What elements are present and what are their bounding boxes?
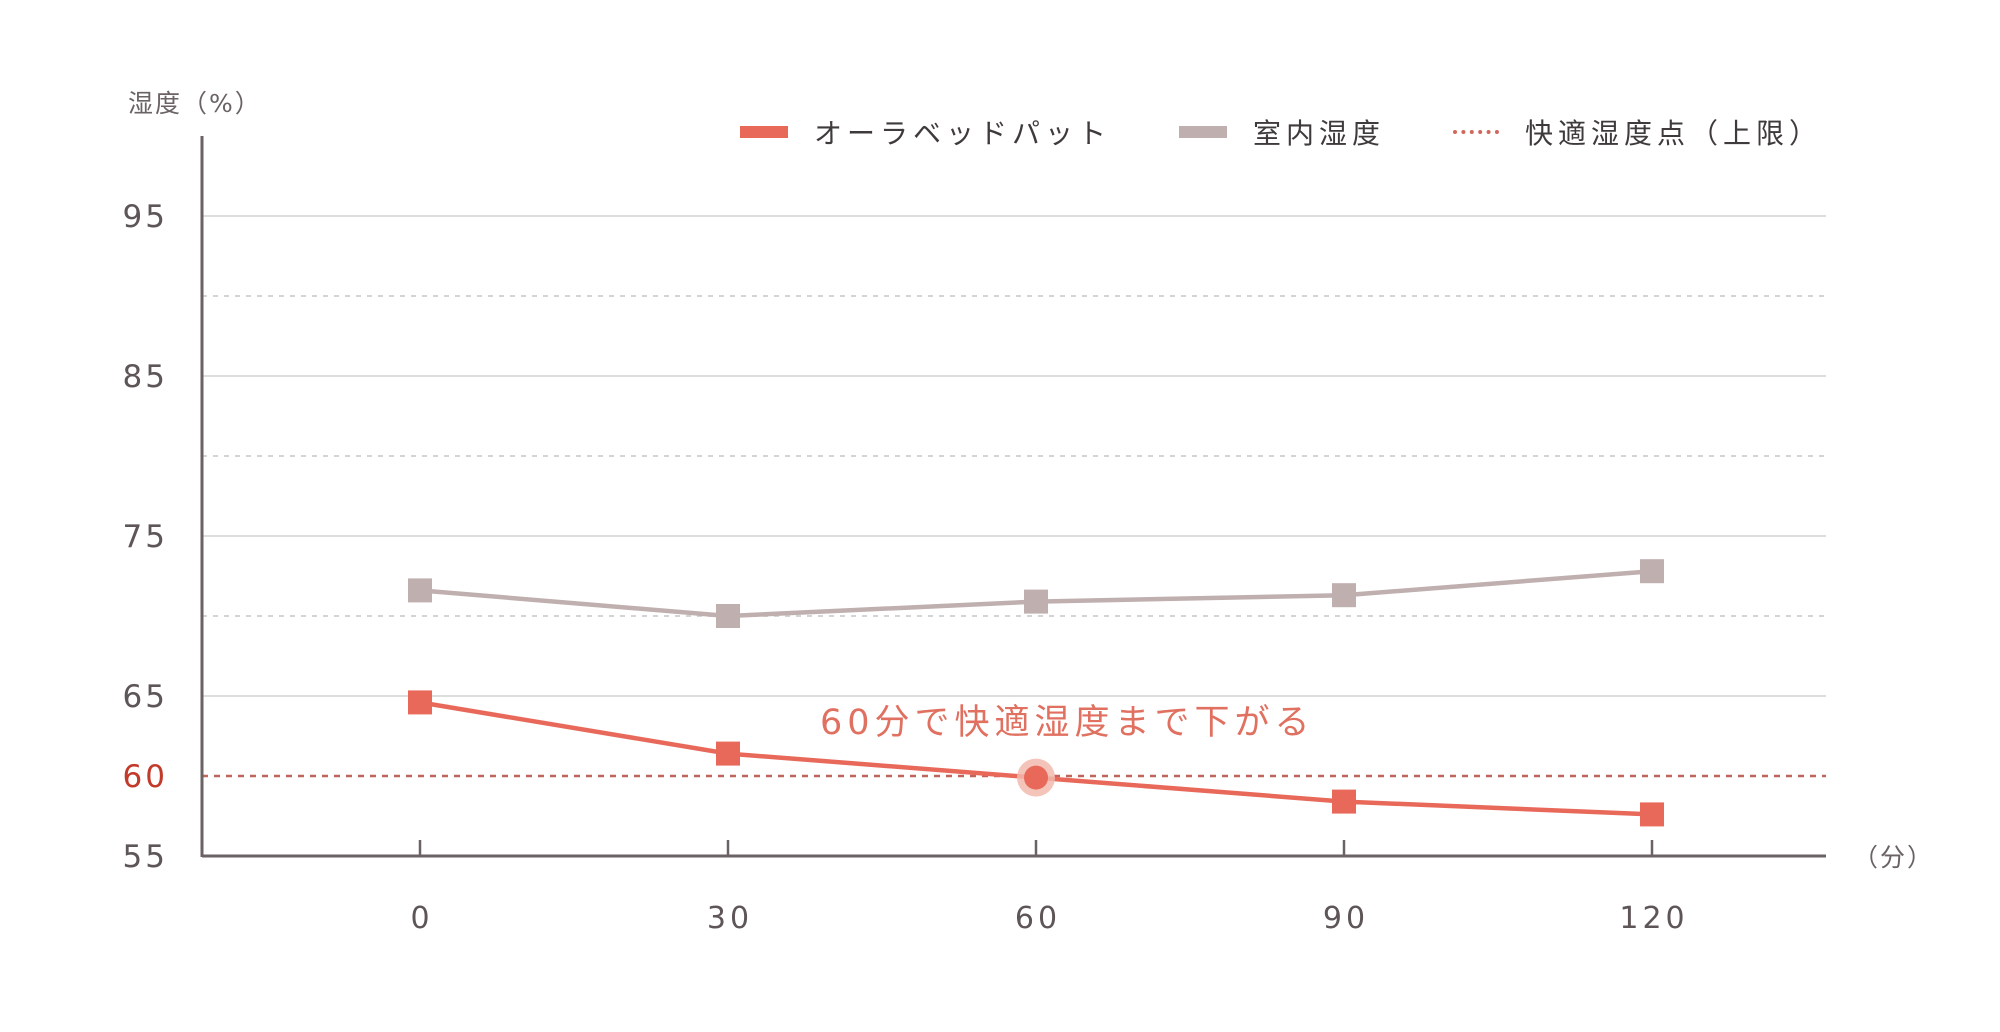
x-tick-label: 120	[1619, 901, 1688, 936]
y-tick-labels: 95 85 75 65 60 55	[123, 199, 168, 875]
x-tick-label: 30	[707, 901, 753, 936]
legend-swatch-aurabed-icon	[740, 126, 788, 138]
data-point-square-marker	[716, 741, 740, 766]
legend-label: 室内湿度	[1253, 117, 1386, 150]
y-tick-label: 55	[123, 839, 168, 875]
legend-item-comfort-upper-limit: 快適湿度点（上限）	[1453, 110, 1822, 154]
y-axis-title: 湿度（%）	[128, 89, 262, 118]
x-tick-label: 90	[1323, 901, 1369, 936]
legend-item-indoor-humidity: 室内湿度	[1179, 110, 1385, 154]
legend-swatch-dotted-line-icon	[1453, 130, 1500, 134]
data-point-square-marker	[1640, 802, 1664, 827]
legend: オーラベッドパット 室内湿度 快適湿度点（上限）	[740, 110, 1890, 154]
x-tick-label: 60	[1015, 901, 1061, 936]
data-point-square-marker	[1640, 559, 1664, 584]
data-point-square-marker	[408, 690, 432, 715]
legend-label: 快適湿度点（上限）	[1525, 117, 1823, 150]
axes	[200, 136, 1826, 858]
data-point-square-marker	[1024, 589, 1048, 614]
legend-label: オーラベッドパット	[814, 117, 1112, 150]
data-point-square-marker	[408, 578, 432, 603]
y-tick-label: 60	[123, 759, 168, 795]
series-lines	[408, 559, 1664, 827]
y-tick-label: 85	[123, 359, 168, 395]
highlight-dot-marker	[1024, 765, 1048, 790]
data-point-square-marker	[1332, 583, 1356, 608]
y-tick-label: 65	[123, 679, 168, 715]
data-point-square-marker	[716, 604, 740, 628]
gridlines	[202, 215, 1826, 697]
x-tick-label: 0	[410, 901, 433, 936]
x-axis-unit: （分）	[1853, 843, 1935, 872]
data-point-square-marker	[1332, 789, 1356, 814]
legend-item-aurabed: オーラベッドパット	[740, 110, 1111, 154]
annotation-text: 60分で快適湿度まで下がる	[820, 703, 1315, 743]
legend-swatch-indoor-icon	[1179, 126, 1228, 138]
highlight-point	[1017, 758, 1055, 797]
x-tick-labels: 0 30 60 90 120	[410, 901, 1688, 936]
y-tick-label: 75	[123, 519, 168, 555]
y-tick-label: 95	[123, 199, 168, 235]
